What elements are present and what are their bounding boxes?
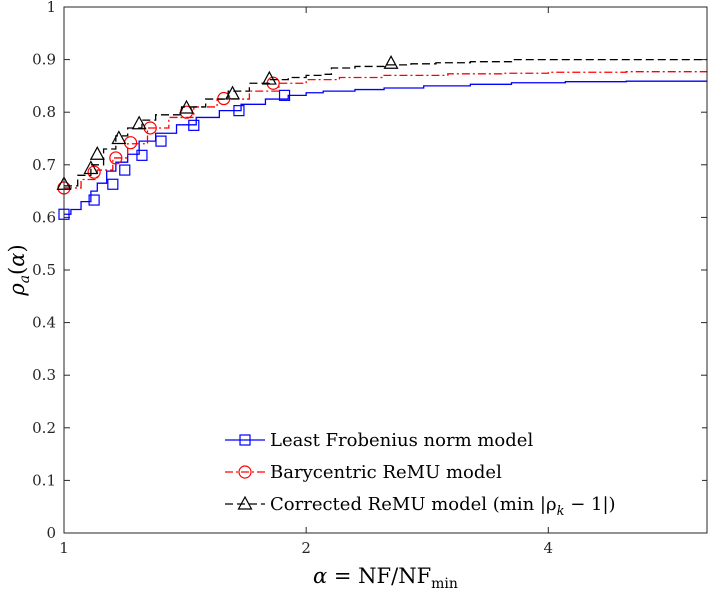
- data-point-triangle: [225, 85, 241, 100]
- y-tick-label: 0: [46, 524, 56, 542]
- legend-label-triangle: Corrected ReMU model (min |ρk − 1|): [270, 494, 616, 519]
- y-tick-label: 0.1: [32, 471, 56, 489]
- y-tick-label: 0.8: [32, 103, 56, 121]
- plot-area: [56, 55, 708, 220]
- y-tick-label: 0.7: [32, 156, 56, 174]
- legend-entry-circle: Barycentric ReMU model: [225, 462, 502, 483]
- series-triangle: [56, 55, 707, 190]
- data-point-square: [155, 135, 167, 147]
- y-tick-label: 0.4: [32, 314, 56, 332]
- series-square: [58, 80, 708, 220]
- x-tick-label: 4: [544, 539, 554, 557]
- legend-label-square: Least Frobenius norm model: [270, 430, 533, 451]
- ylabel-close-paren: ): [5, 244, 29, 252]
- data-point-square: [88, 194, 100, 206]
- y-tick-label: 0.5: [32, 261, 56, 279]
- legend-label-subscript: k: [557, 504, 565, 519]
- legend-marker-square: [239, 434, 251, 446]
- y-tick-label: 0.9: [32, 51, 56, 69]
- x-axis-label: α = NF/NFmin: [313, 564, 458, 591]
- y-tick-label: 0.2: [32, 419, 56, 437]
- legend-entry-square: Least Frobenius norm model: [225, 430, 533, 451]
- data-point-square: [119, 164, 131, 176]
- legend-marker-circle: [238, 465, 252, 479]
- axes-frame: [63, 6, 708, 534]
- ylabel-rho: ρ: [5, 283, 29, 297]
- legend-rows: Least Frobenius norm model Barycentric Re…: [225, 430, 616, 519]
- data-point-square: [278, 89, 291, 101]
- ylabel-subscript-a: a: [17, 275, 33, 283]
- xlabel-equals: = NF/NF: [327, 564, 431, 588]
- legend: Least Frobenius norm model Barycentric Re…: [222, 423, 702, 527]
- data-point-triangle: [89, 146, 105, 160]
- y-tick-label: 0.3: [32, 366, 56, 384]
- legend-marker-triangle: [237, 495, 253, 510]
- data-point-square: [233, 105, 245, 117]
- legend-label-text: Corrected ReMU model (min |ρ: [270, 494, 557, 515]
- data-point-square: [107, 178, 119, 190]
- data-point-circle: [109, 151, 123, 165]
- legend-label-text: Barycentric ReMU model: [270, 462, 502, 483]
- xlabel-subscript-min: min: [431, 576, 458, 591]
- data-point-circle: [143, 121, 157, 135]
- y-tick-label: 1: [46, 0, 56, 16]
- data-point-square: [188, 119, 200, 131]
- series-line-square: [64, 80, 708, 215]
- data-point-square: [136, 149, 148, 161]
- data-point-circle: [87, 165, 101, 179]
- series-line-triangle: [64, 58, 707, 187]
- xlabel-alpha: α: [313, 564, 327, 588]
- legend-label-text: Least Frobenius norm model: [270, 430, 533, 451]
- legend-label-suffix: − 1|): [564, 494, 615, 515]
- series-line-circle: [64, 71, 708, 189]
- x-tick-label: 1: [59, 539, 69, 557]
- data-point-triangle: [83, 160, 99, 175]
- data-point-triangle: [111, 130, 127, 145]
- ylabel-open-paren: (: [5, 267, 29, 275]
- x-tick-label: 2: [301, 539, 311, 557]
- data-point-circle: [123, 136, 138, 150]
- data-point-triangle: [131, 115, 147, 130]
- y-axis-label: ρa(α): [5, 244, 33, 296]
- ylabel-alpha: α: [5, 253, 29, 267]
- data-point-triangle: [261, 70, 277, 85]
- data-point-triangle: [178, 99, 195, 114]
- legend-label-circle: Barycentric ReMU model: [270, 462, 502, 483]
- data-point-triangle: [383, 55, 399, 69]
- y-tick-label: 0.6: [32, 208, 56, 226]
- legend-background: [222, 423, 702, 527]
- tick-labels: 0 0.1 0.2 0.3 0.4 0.5 0.6 0.7 0.8 0.9 1 1 2 4: [32, 0, 553, 557]
- legend-entry-triangle: Corrected ReMU model (min |ρk − 1|): [225, 494, 616, 519]
